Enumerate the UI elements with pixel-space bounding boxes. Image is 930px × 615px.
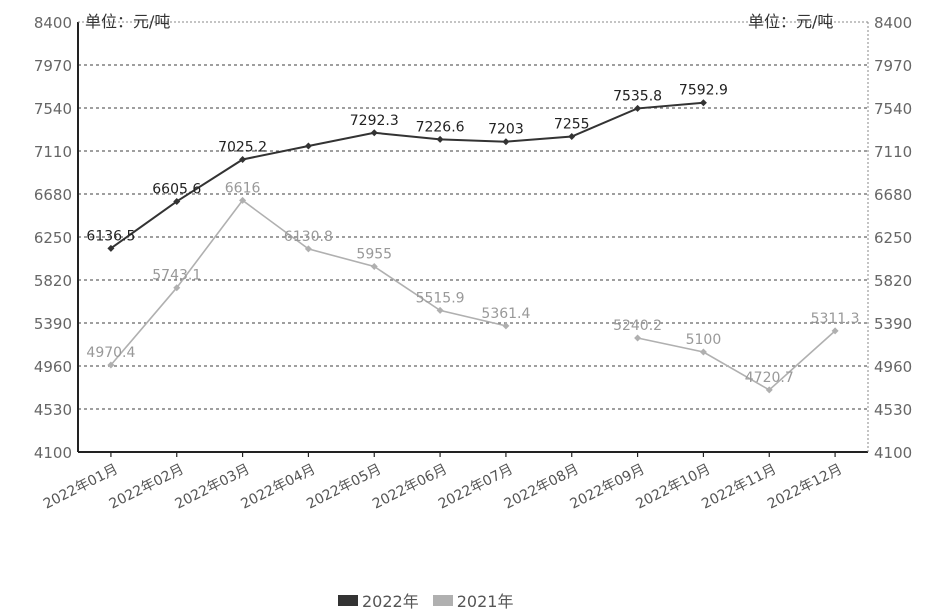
data-point	[568, 133, 576, 140]
data-label: 5361.4	[481, 306, 530, 322]
data-label: 7292.3	[350, 113, 399, 129]
x-tick-label: 2022年07月	[436, 461, 516, 512]
tick-labels: 8400 7970 7540 7110 6680 6250 5820 5390 4960 4530…	[34, 14, 912, 513]
data-point	[370, 129, 378, 137]
data-label: 5515.9	[416, 290, 465, 306]
y-tick-label-left: 8400	[34, 14, 72, 32]
y-tick-label-left: 4100	[34, 444, 72, 462]
data-label: 6616	[225, 180, 261, 196]
x-tick-label: 2022年06月	[370, 461, 450, 512]
x-tick-label: 2022年05月	[304, 461, 384, 512]
y-tick-label-right: 8400	[874, 14, 912, 32]
data-point	[304, 245, 312, 253]
data-point	[699, 348, 707, 356]
data-point	[370, 263, 378, 270]
y-tick-label-left: 7970	[34, 57, 72, 75]
data-point	[831, 327, 839, 335]
legend-label-2022: 2022年	[362, 592, 419, 611]
axes	[77, 21, 869, 457]
x-tick-label: 2022年10月	[633, 461, 713, 512]
data-point	[107, 361, 115, 369]
data-point	[765, 386, 773, 394]
data-point	[173, 284, 181, 292]
y-tick-label-right: 7970	[874, 57, 912, 75]
y-axis-unit-right: 单位：元/吨	[748, 12, 834, 31]
data-point	[699, 99, 707, 107]
data-label: 6130.8	[284, 229, 333, 245]
y-tick-label-left: 5390	[34, 315, 72, 333]
x-tick-label: 2022年09月	[568, 461, 648, 512]
legend-item-2021: 2021年	[432, 588, 514, 612]
x-tick-label: 2022年12月	[765, 461, 845, 512]
data-point	[304, 142, 312, 150]
data-point	[173, 197, 181, 205]
data-label: 6605.6	[152, 181, 201, 197]
data-label: 7535.8	[613, 88, 662, 104]
x-tick-label: 2022年08月	[502, 461, 582, 512]
data-point	[634, 334, 642, 342]
data-point	[107, 244, 115, 252]
y-tick-label-right: 4100	[874, 444, 912, 462]
x-tick-label: 2022年02月	[107, 461, 187, 512]
y-tick-label-right: 7540	[874, 100, 912, 118]
y-tick-label-right: 5820	[874, 272, 912, 290]
data-label: 6136.5	[86, 228, 135, 244]
data-label: 7592.9	[679, 83, 728, 99]
data-label: 5311.3	[811, 311, 860, 327]
y-tick-label-left: 4530	[34, 401, 72, 419]
series-points	[107, 99, 839, 394]
y-tick-label-right: 6680	[874, 186, 912, 204]
legend-item-2022: 2022年	[338, 588, 419, 612]
y-tick-label-left: 6680	[34, 186, 72, 204]
y-tick-label-left: 7110	[34, 143, 72, 161]
data-label: 5743.1	[152, 268, 201, 284]
y-tick-label-left: 5820	[34, 272, 72, 290]
series-line-2021年	[637, 330, 836, 391]
legend: 2022年 2021年	[338, 588, 513, 612]
data-label: 7203	[488, 122, 524, 138]
legend-swatch-2022	[338, 594, 358, 606]
legend-swatch-2021	[432, 594, 453, 606]
y-tick-label-right: 5390	[874, 315, 912, 333]
legend-label-2021: 2021年	[456, 592, 514, 611]
y-tick-label-left: 4960	[34, 358, 72, 376]
gridlines	[78, 64, 868, 410]
y-tick-label-right: 7110	[874, 143, 912, 161]
data-label: 4970.4	[86, 345, 135, 361]
y-tick-label-left: 7540	[34, 100, 72, 118]
data-point	[502, 322, 510, 330]
x-tick-label: 2022年01月	[41, 461, 121, 512]
x-tick-label: 2022年03月	[173, 461, 253, 512]
x-tick-label: 2022年04月	[238, 461, 318, 512]
y-tick-label-left: 6250	[34, 229, 72, 247]
data-label: 5955	[356, 247, 392, 263]
data-label: 7255	[554, 117, 590, 133]
data-label: 5240.2	[613, 318, 662, 334]
data-point	[502, 138, 510, 146]
series-line-2022年	[110, 101, 704, 250]
data-label: 5100	[686, 332, 722, 348]
data-point	[436, 306, 444, 314]
y-tick-label-right: 4960	[874, 358, 912, 376]
data-point	[239, 155, 247, 163]
data-point	[239, 196, 247, 204]
data-labels: 6136.5 6605.6 7025.2 7292.3 7226.6 7203 7255 75…	[86, 83, 859, 386]
y-tick-label-right: 6250	[874, 229, 912, 247]
x-tick-label: 2022年11月	[699, 461, 779, 512]
y-axis-unit-left: 单位：元/吨	[85, 12, 171, 31]
data-label: 7025.2	[218, 139, 267, 155]
data-label: 7226.6	[416, 119, 465, 135]
data-point	[436, 135, 444, 143]
data-label: 4720.7	[745, 370, 794, 386]
y-tick-label-right: 4530	[874, 401, 912, 419]
data-point	[634, 104, 642, 112]
